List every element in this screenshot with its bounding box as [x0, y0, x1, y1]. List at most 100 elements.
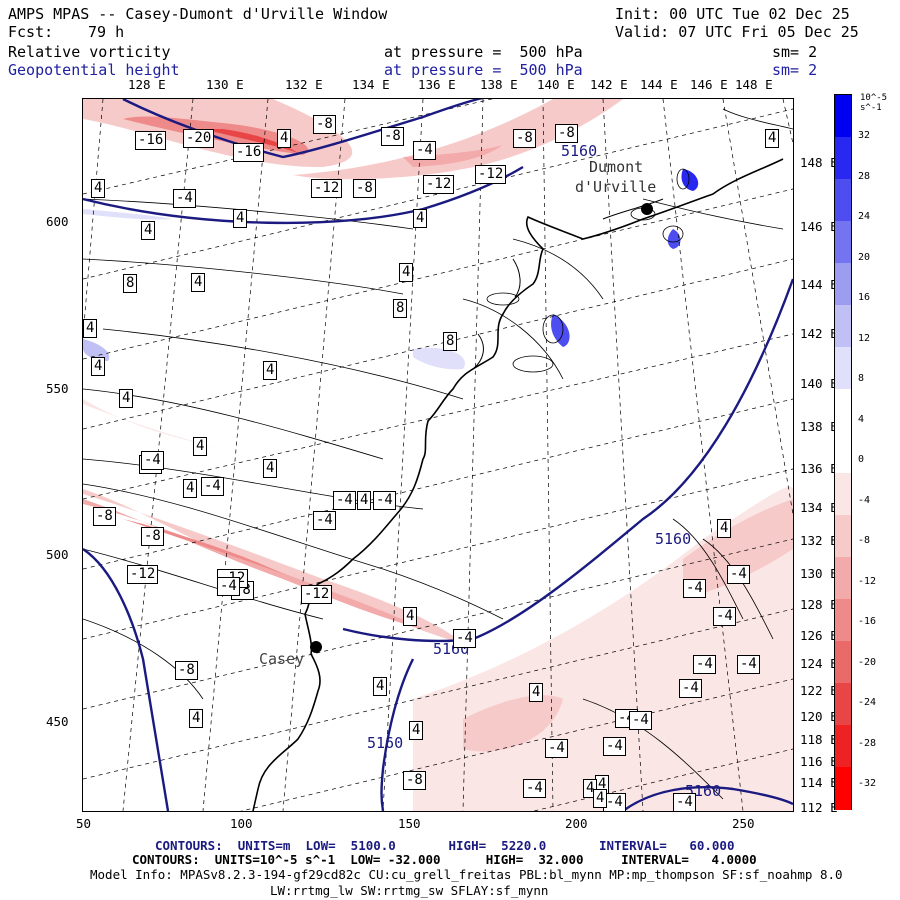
colorbar-label: 28	[858, 170, 871, 182]
vorticity-label: 4	[189, 709, 204, 728]
y-tick: 550	[46, 381, 69, 396]
vorticity-label: 4	[91, 179, 106, 198]
vorticity-label: -12	[301, 585, 333, 604]
dumont-label-line1: Dumont	[589, 158, 644, 176]
right-lat-label: 148 E	[800, 155, 838, 170]
vorticity-label: -4	[629, 711, 652, 730]
colorbar-label: -8	[858, 535, 871, 546]
vorticity-label: -4	[693, 655, 716, 674]
y-tick: 450	[46, 714, 69, 729]
top-lon-label: 146 E	[690, 77, 728, 92]
vorticity-label: -4	[413, 141, 436, 160]
vorticity-label: -4	[545, 739, 568, 758]
vorticity-label: -8	[175, 661, 198, 680]
height-label: 5160	[655, 530, 692, 548]
vorticity-label: 4	[373, 677, 388, 696]
map-svg	[83, 99, 793, 811]
right-lat-label: 138 E	[800, 419, 838, 434]
vorticity-label: 4	[119, 389, 134, 408]
y-tick: 500	[46, 547, 69, 562]
right-lat-label: 118 E	[800, 732, 838, 747]
top-lon-label: 128 E	[128, 77, 166, 92]
vorticity-label: -4	[713, 607, 736, 626]
vorticity-label: 4	[141, 221, 156, 240]
vorticity-label: -8	[313, 115, 336, 134]
colorbar-label: 4	[858, 413, 865, 425]
x-tick: 150	[398, 816, 421, 831]
vorticity-label: 4	[409, 721, 424, 740]
right-lat-label: 124 E	[800, 656, 838, 671]
vorticity-label: 4	[357, 491, 372, 510]
vorticity-label: -4	[683, 579, 706, 598]
footer-model-info: Model Info: MPASv8.2.3-194-gf29cd82c CU:…	[90, 867, 843, 882]
top-lon-label: 138 E	[480, 77, 518, 92]
colorbar-label: -20	[858, 656, 877, 668]
right-lat-label: 136 E	[800, 461, 838, 476]
vorticity-label: 4	[765, 129, 780, 148]
right-lat-label: 126 E	[800, 628, 838, 643]
colorbar-cell	[835, 473, 851, 516]
colorbar-label: 24	[858, 211, 871, 222]
vorticity-label: 4	[403, 607, 418, 626]
colorbar-label: -28	[858, 737, 877, 749]
colorbar-label: -12	[858, 575, 877, 587]
map-panel: Dumont d'Urville Casey 5160 5160 5160 51…	[82, 98, 794, 812]
casey-marker	[310, 641, 322, 653]
vorticity-label: 4	[91, 357, 106, 376]
vorticity-label: -4	[727, 565, 750, 584]
vorticity-label: -12	[475, 165, 507, 184]
colorbar-cell	[835, 431, 851, 474]
vorticity-label: -4	[603, 793, 626, 811]
top-lon-label: 142 E	[590, 77, 628, 92]
x-tick: 200	[565, 816, 588, 831]
colorbar-label: -32	[858, 778, 877, 789]
vorticity-label: -4	[737, 655, 760, 674]
colorbar-label: 12	[858, 332, 871, 344]
dumont-durville-marker	[641, 203, 653, 215]
vorticity-label: 8	[443, 332, 458, 351]
vorticity-label: -16	[233, 143, 265, 162]
colorbar-cell	[835, 515, 851, 558]
colorbar-cell	[835, 557, 851, 600]
dumont-label-line2: d'Urville	[575, 178, 657, 196]
init-time: Init: 00 UTC Tue 02 Dec 25	[615, 5, 850, 23]
vorticity-label: -16	[135, 131, 167, 150]
x-tick: 250	[732, 816, 755, 831]
right-lat-label: 114 E	[800, 775, 838, 790]
vorticity-label: 4	[263, 459, 278, 478]
vorticity-label: -4	[201, 477, 224, 496]
colorbar-label: 32	[858, 130, 871, 141]
vorticity-label: -20	[183, 129, 215, 148]
coastline-inner	[472, 198, 664, 370]
vorticity-label: 4	[233, 209, 248, 228]
colorbar-label: 16	[858, 292, 871, 303]
vorticity-label: -8	[353, 179, 376, 198]
vorticity-label: 4	[83, 319, 98, 338]
vorticity-label: -8	[381, 127, 404, 146]
vorticity-label: -4	[679, 679, 702, 698]
casey-label: Casey	[259, 650, 305, 668]
right-lat-label: 128 E	[800, 597, 838, 612]
field-1-name: Relative vorticity	[8, 43, 171, 61]
top-lon-label: 134 E	[352, 77, 390, 92]
top-lon-label: 148 E	[735, 77, 773, 92]
right-lat-label: 130 E	[800, 566, 838, 581]
right-lat-label: 144 E	[800, 277, 838, 292]
vorticity-shading	[83, 99, 793, 811]
field-1-smooth: sm= 2	[772, 43, 818, 61]
top-lon-label: 132 E	[285, 77, 323, 92]
right-lat-label: 122 E	[800, 683, 838, 698]
colorbar-unit: 10^-5 s^-1	[860, 93, 888, 113]
colorbar-cell	[835, 599, 851, 642]
vorticity-label: -4	[217, 577, 240, 596]
colorbar-cell	[835, 725, 851, 768]
footer-model-info-2: LW:rrtmg_lw SW:rrtmg_sw SFLAY:sf_mynn	[270, 883, 549, 898]
vorticity-label: 4	[717, 519, 732, 538]
colorbar-cell	[835, 137, 851, 180]
colorbar-label: 8	[858, 373, 865, 384]
colorbar-label: 0	[858, 454, 865, 465]
vorticity-label: -8	[141, 527, 164, 546]
colorbar-cell	[835, 305, 851, 348]
coastline	[252, 158, 784, 811]
vorticity-label: 8	[123, 274, 138, 293]
